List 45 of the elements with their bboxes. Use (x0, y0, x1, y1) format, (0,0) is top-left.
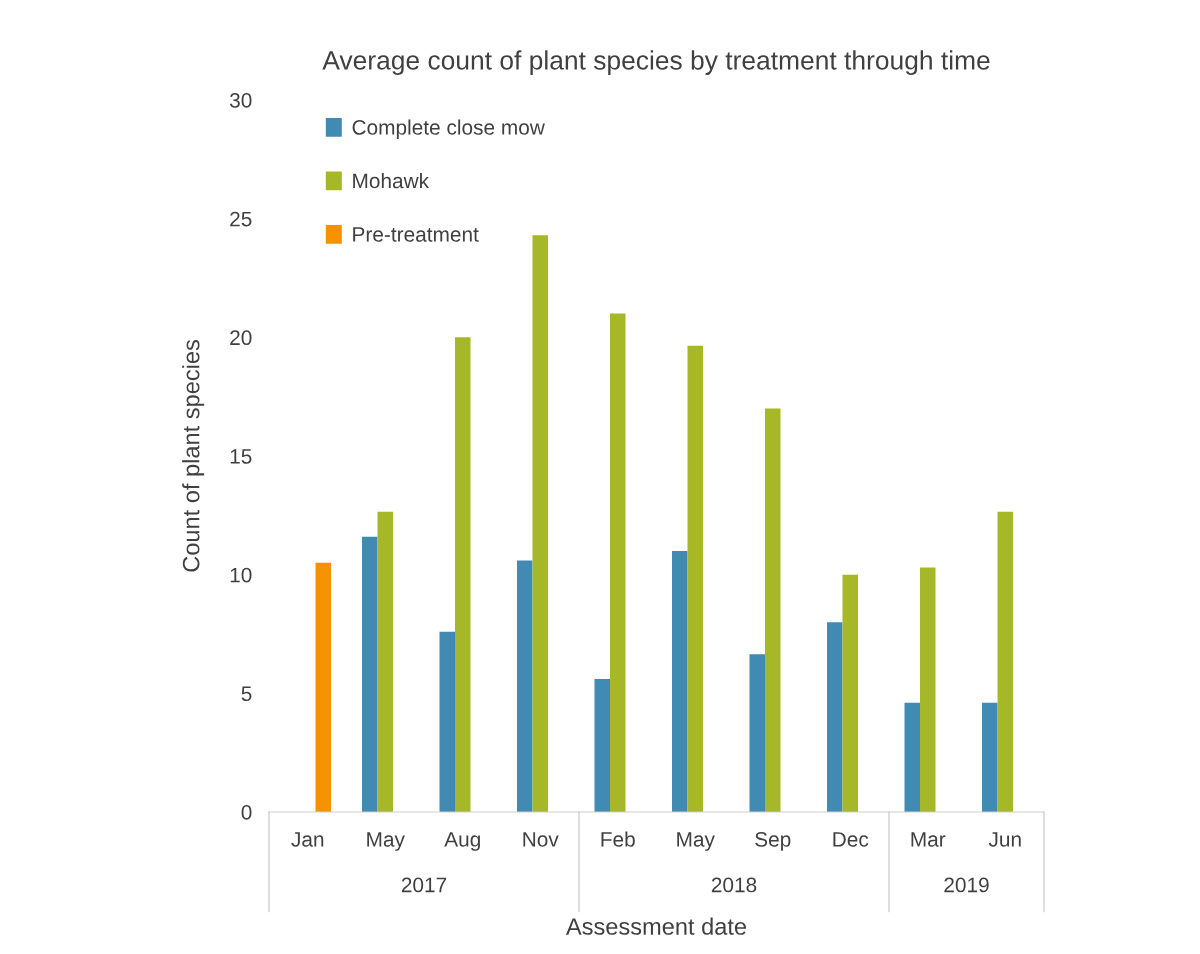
bar (920, 567, 936, 812)
y-tick-label: 10 (230, 567, 252, 583)
bar (749, 654, 765, 812)
bar (842, 574, 858, 812)
bar (610, 313, 626, 812)
y-tick-label: 25 (230, 211, 252, 227)
x-tick-label: Dec (833, 832, 869, 847)
x-axis-title: Assessment date (566, 917, 747, 935)
bar (982, 702, 998, 812)
x-tick-label: Nov (523, 832, 559, 847)
x-tick-label: Feb (601, 831, 635, 847)
x-tick-label: Mar (911, 832, 946, 847)
x-tick-label: May (677, 832, 715, 851)
bar (517, 560, 533, 812)
y-tick-label: 20 (230, 330, 252, 346)
bar (377, 511, 393, 812)
x-tick-label: Jan (291, 832, 324, 847)
bar (672, 550, 688, 812)
bar (904, 702, 920, 812)
y-tick-label: 15 (230, 449, 252, 464)
y-axis-title: Count of plant species (182, 340, 205, 572)
text: 2019 (944, 877, 989, 893)
bar (687, 345, 703, 812)
legend-label: Mohawk (353, 172, 430, 189)
bar (997, 511, 1013, 812)
bar (827, 622, 843, 812)
bar (765, 408, 781, 812)
y-tick-label: 30 (229, 93, 252, 108)
bar (532, 235, 548, 812)
legend-label: Pre-treatment (353, 227, 479, 242)
text: 2018 (711, 877, 757, 893)
x-tick-label: May (367, 832, 405, 851)
y-tick-label: 5 (241, 686, 252, 702)
chart-title: Average count of plant species by treatment through time (322, 50, 990, 75)
legend-label: Complete close mow (352, 119, 545, 139)
x-tick-label: Aug (444, 832, 480, 851)
bar (594, 679, 610, 812)
x-tick-label: Jun (988, 832, 1021, 847)
bar (362, 536, 378, 812)
bar (439, 631, 455, 812)
bar (315, 562, 331, 812)
bar (455, 337, 471, 812)
x-tick-label: Sep (755, 831, 791, 851)
y-tick-label: 0 (241, 805, 252, 820)
text: 2017 (401, 877, 447, 893)
